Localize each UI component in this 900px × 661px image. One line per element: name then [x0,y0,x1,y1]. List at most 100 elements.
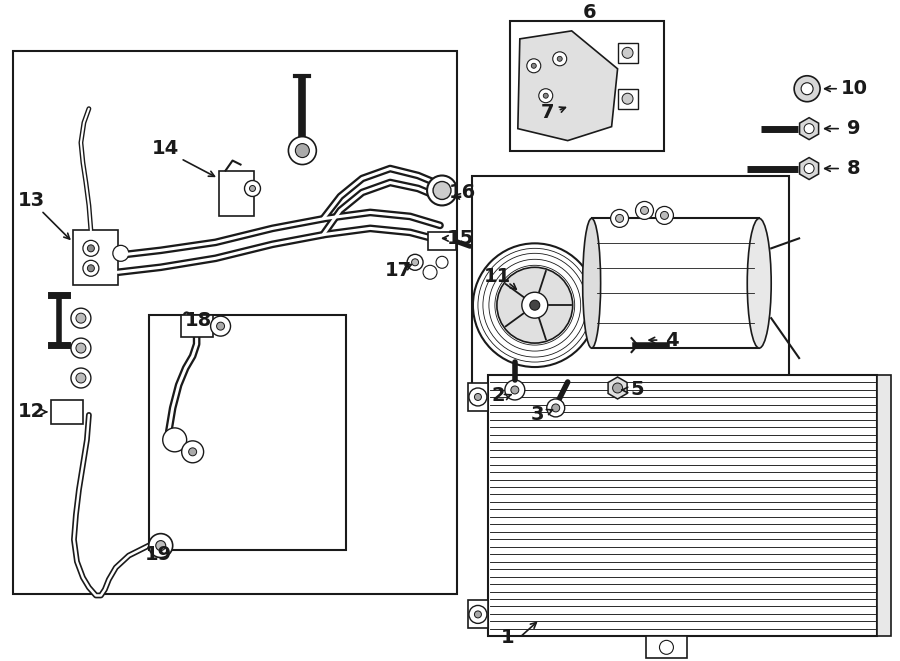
Text: 2: 2 [491,387,505,405]
Circle shape [613,383,623,393]
Bar [591,218,760,348]
Text: 7: 7 [541,103,554,122]
Bar [645,637,688,658]
Circle shape [530,300,540,310]
Text: 12: 12 [17,403,45,422]
Bar [617,89,637,108]
Circle shape [76,313,86,323]
Circle shape [472,243,597,367]
Circle shape [511,386,518,394]
Text: 19: 19 [145,545,172,564]
Circle shape [801,83,813,95]
Polygon shape [518,31,617,141]
Text: 14: 14 [152,139,179,158]
Circle shape [76,343,86,353]
Polygon shape [799,157,819,180]
Text: 6: 6 [583,3,597,22]
Circle shape [71,368,91,388]
Circle shape [83,241,99,256]
Circle shape [469,605,487,623]
Circle shape [539,89,553,102]
Circle shape [71,308,91,328]
Circle shape [522,292,548,318]
Circle shape [288,137,316,165]
Circle shape [804,163,814,174]
Circle shape [497,267,572,343]
Circle shape [182,441,203,463]
Circle shape [552,404,560,412]
Bar [510,21,664,151]
Text: 5: 5 [631,381,644,399]
Circle shape [83,260,99,276]
Bar [51,400,83,424]
Circle shape [547,399,564,417]
Text: 9: 9 [847,119,860,138]
Text: 10: 10 [841,79,868,98]
Circle shape [428,176,457,206]
Circle shape [211,316,230,336]
Circle shape [655,206,673,224]
Text: 1: 1 [501,628,515,647]
Bar [148,315,346,549]
Text: 16: 16 [448,183,475,202]
Bar [219,171,255,216]
Circle shape [610,210,628,227]
Circle shape [163,428,186,452]
Bar [472,176,789,390]
Circle shape [661,212,669,219]
Bar [877,375,891,637]
Circle shape [423,265,437,279]
Circle shape [474,611,482,618]
Text: 3: 3 [531,405,544,424]
Circle shape [189,448,196,456]
Bar [14,51,457,594]
Circle shape [295,143,310,157]
Text: 15: 15 [446,229,473,248]
Circle shape [526,59,541,73]
Circle shape [553,52,567,66]
Ellipse shape [747,218,771,348]
Circle shape [474,393,482,401]
Circle shape [433,182,451,200]
Text: 8: 8 [847,159,860,178]
Circle shape [112,245,129,261]
Bar [181,315,212,337]
Circle shape [436,256,448,268]
Bar [488,375,877,637]
Bar [428,233,456,251]
Ellipse shape [582,218,600,348]
Text: 13: 13 [17,191,45,210]
Text: 4: 4 [664,330,679,350]
Circle shape [87,265,94,272]
Circle shape [411,259,418,266]
Circle shape [249,186,256,192]
Bar [617,43,637,63]
Bar [468,383,488,411]
Circle shape [531,63,536,68]
Circle shape [245,180,260,196]
Circle shape [794,76,820,102]
Circle shape [87,245,94,252]
Text: 17: 17 [384,261,411,280]
Circle shape [148,533,173,558]
Text: 18: 18 [185,311,212,330]
Text: 11: 11 [484,267,511,286]
Circle shape [407,254,423,270]
Circle shape [635,202,653,219]
Bar [73,231,118,286]
Circle shape [557,56,562,61]
Circle shape [544,93,548,98]
Circle shape [641,206,649,214]
Circle shape [622,48,633,58]
Circle shape [71,338,91,358]
Circle shape [622,93,633,104]
Circle shape [505,380,525,400]
Circle shape [76,373,86,383]
Circle shape [616,214,624,222]
Circle shape [660,641,673,654]
Polygon shape [608,377,627,399]
Circle shape [804,124,814,134]
Circle shape [156,541,166,551]
Circle shape [469,388,487,406]
Bar [468,600,488,629]
